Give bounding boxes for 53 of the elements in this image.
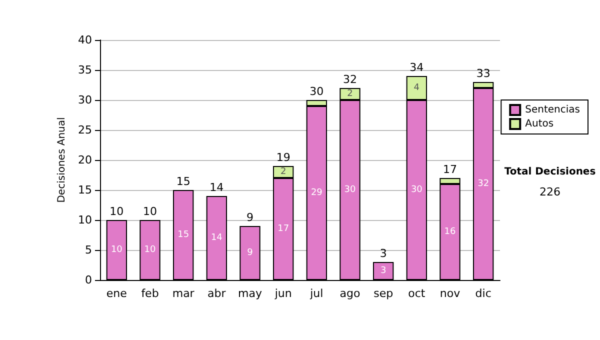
x-tick-label: oct [408, 287, 426, 300]
data-label: 17 [278, 224, 290, 234]
data-label: 3 [380, 266, 386, 276]
x-tick-label: nov [440, 287, 461, 300]
x-tick-label: ago [340, 287, 360, 300]
total-label: 19 [276, 151, 290, 164]
y-tick-label: 15 [78, 184, 92, 196]
x-tick-label: dic [475, 287, 492, 300]
x-tick-label: jul [309, 287, 324, 300]
x-tick-label: mar [172, 287, 195, 300]
total-label: 10 [143, 205, 157, 218]
data-label: 10 [110, 245, 123, 255]
data-label: 10 [144, 245, 156, 255]
total-label: 33 [476, 67, 490, 80]
y-tick-label: 25 [78, 124, 92, 136]
x-tick-label: ene [106, 287, 128, 300]
total-label: 3 [380, 247, 387, 260]
x-tick-label: jun [274, 287, 292, 300]
total-label: 9 [246, 211, 254, 224]
total-label: 10 [110, 205, 124, 218]
x-tick-label: abr [208, 287, 226, 300]
data-label: 32 [478, 179, 490, 189]
y-tick-label: 35 [78, 64, 92, 76]
legend-label: Sentencias [525, 104, 580, 116]
data-label: 14 [210, 233, 223, 243]
data-label: 30 [344, 185, 356, 195]
y-tick-label: 5 [85, 244, 92, 256]
x-tick-label: may [238, 287, 262, 300]
y-axis-title: Decisiones Anual [56, 117, 68, 203]
y-tick-label: 30 [78, 94, 92, 106]
legend-label: Autos [525, 118, 554, 130]
total-label: 30 [310, 85, 324, 98]
total-label: 34 [410, 61, 424, 74]
x-tick-label: sep [374, 287, 394, 300]
data-label: 29 [310, 188, 323, 198]
data-label: 4 [414, 83, 420, 93]
data-label: 2 [347, 89, 353, 99]
x-tick-label: feb [141, 287, 159, 300]
text: 226 [540, 186, 560, 198]
y-tick-label: 40 [78, 34, 92, 46]
data-label: 30 [410, 185, 423, 195]
total-label: 32 [343, 73, 357, 86]
total-label: 15 [176, 175, 190, 188]
y-tick-label: 20 [78, 154, 92, 166]
total-label: 14 [210, 181, 224, 194]
text: Total Decisiones [504, 166, 596, 178]
data-label: 9 [247, 248, 254, 258]
total-label: 17 [443, 163, 457, 176]
data-label: 2 [280, 167, 286, 177]
data-label: 16 [444, 227, 456, 237]
y-tick-label: 0 [85, 274, 92, 286]
data-label: 15 [178, 230, 190, 240]
y-tick-label: 10 [78, 214, 92, 226]
